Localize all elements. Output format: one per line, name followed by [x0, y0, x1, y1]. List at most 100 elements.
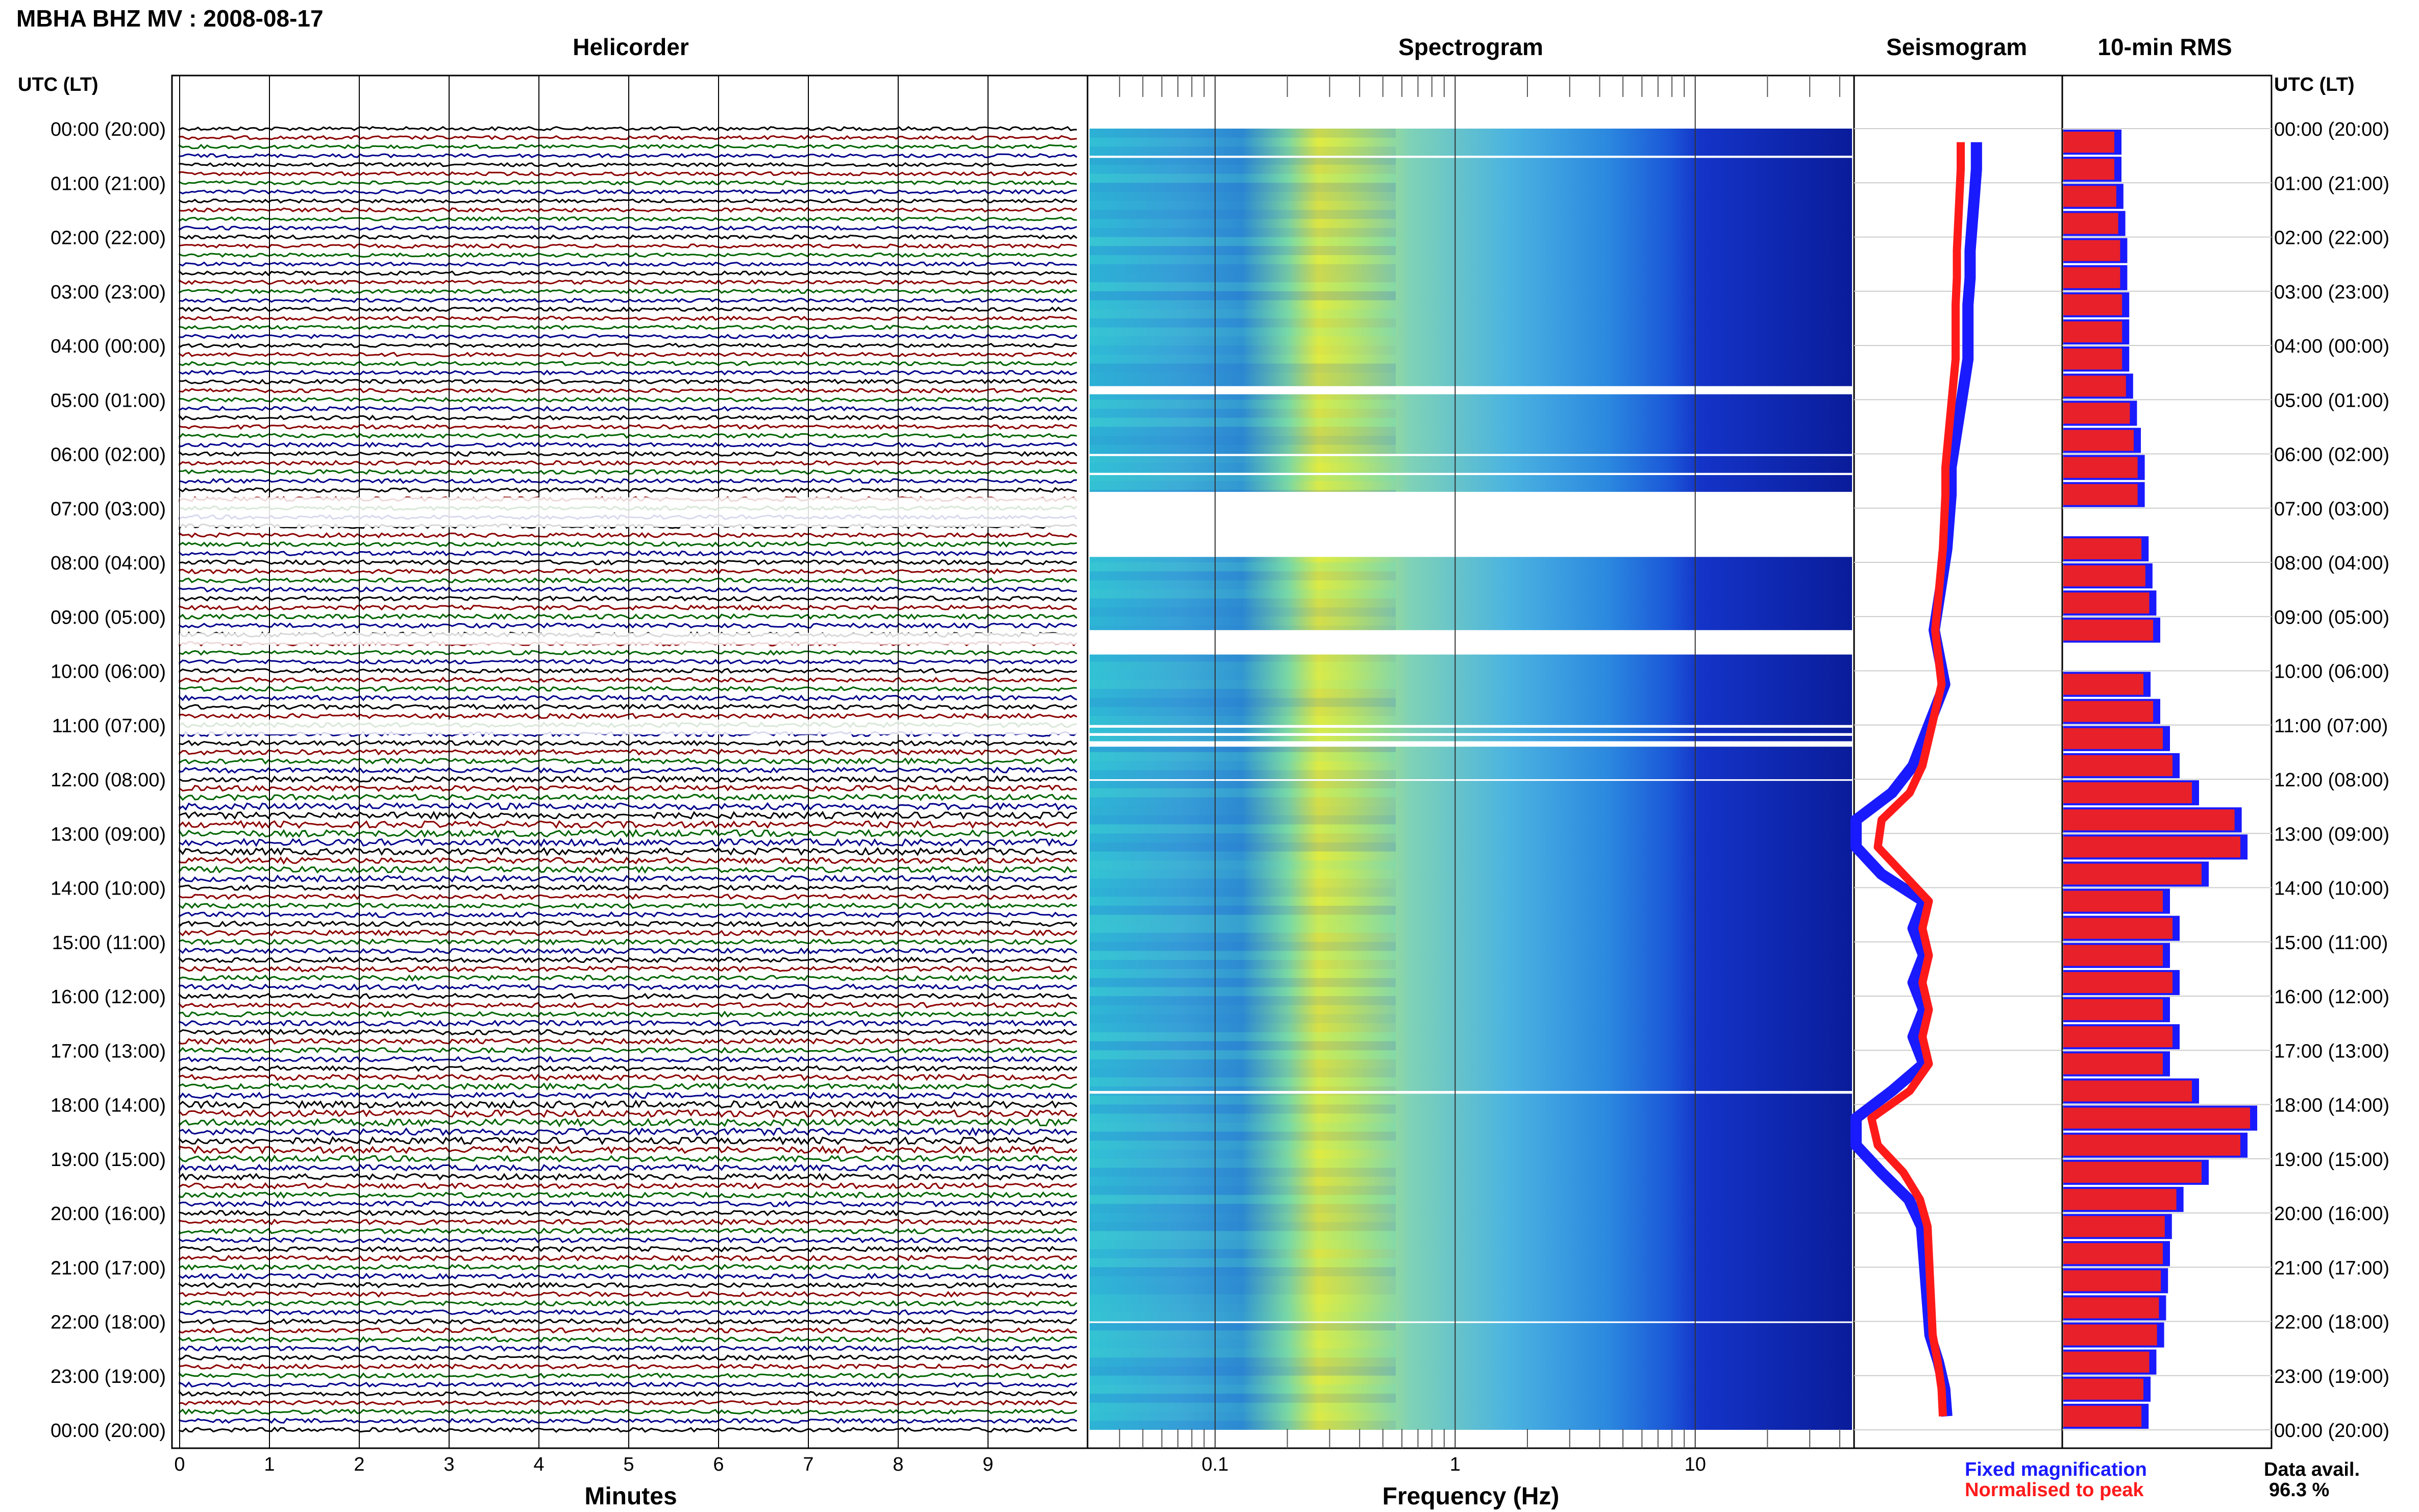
spectrogram-row [1090, 373, 1396, 382]
helicorder-trace [179, 369, 1077, 376]
rms-bar-normalised [2063, 159, 2114, 180]
helicorder-trace [179, 269, 1077, 276]
spectrogram-row [1090, 156, 1396, 165]
rms-bar-normalised [2063, 484, 2138, 505]
rms-bar-normalised [2063, 890, 2163, 912]
spectrogram-row [1090, 417, 1396, 427]
spectrogram-row [1090, 571, 1396, 581]
frequency-axis-label: Frequency (Hz) [1383, 1483, 1560, 1510]
helicorder-trace [179, 1254, 1077, 1262]
rms-bar-normalised [2063, 294, 2122, 315]
rms-bar-normalised [2063, 349, 2122, 370]
spectrogram-row [1090, 183, 1396, 192]
spectrogram-row [1090, 481, 1396, 490]
spectrogram-row [1090, 833, 1396, 842]
helicorder-trace [179, 1227, 1077, 1235]
time-label-left: 12:00 (08:00) [51, 770, 166, 791]
time-label-left: 17:00 (13:00) [51, 1040, 166, 1062]
legend-fixed-magnification: Fixed magnification [1965, 1459, 2147, 1480]
helicorder-trace [179, 1028, 1077, 1036]
helicorder-trace [179, 469, 1078, 475]
rms-bar-normalised [2063, 1243, 2163, 1265]
spectrogram-row [1090, 454, 1396, 463]
spectrogram-gap [1090, 156, 1852, 158]
helicorder-trace [179, 198, 1077, 204]
spectrogram-row [1090, 707, 1396, 716]
rms-bar-normalised [2063, 972, 2173, 993]
spectrogram-row [1090, 987, 1396, 996]
rms-panel [2061, 75, 2273, 1449]
helicorder-trace [179, 1354, 1077, 1361]
helicorder-trace [179, 622, 1077, 629]
rms-bar-normalised [2063, 213, 2118, 234]
spectrogram-row [1090, 1213, 1396, 1222]
helicorder-trace [179, 441, 1077, 449]
time-label-left: 13:00 (09:00) [51, 824, 166, 845]
helicorder-trace [179, 983, 1077, 991]
spectrogram-row [1090, 1041, 1396, 1051]
helicorder-trace [179, 658, 1077, 665]
rms-bar-normalised [2063, 836, 2240, 858]
helicorder-title: Helicorder [573, 34, 689, 60]
time-label-left: 20:00 (16:00) [51, 1203, 166, 1225]
spectrogram-row [1090, 1204, 1396, 1213]
time-label-right: 16:00 (12:00) [2274, 986, 2389, 1008]
minute-tick-label: 0 [174, 1454, 185, 1475]
spectrogram-row [1090, 788, 1396, 798]
time-label-right: 01:00 (21:00) [2274, 173, 2389, 194]
rms-bar-normalised [2063, 1324, 2157, 1346]
frequency-axis: 0.1 1 10 [1202, 1454, 1706, 1475]
spectrogram-row [1090, 129, 1396, 138]
helicorder-trace [179, 1173, 1077, 1181]
rms-bar-normalised [2063, 592, 2150, 614]
rms-bar-normalised [2063, 430, 2134, 451]
spectrogram-gap [1090, 473, 1852, 475]
spectrogram-row [1090, 1294, 1396, 1304]
spectrogram-row [1090, 598, 1396, 608]
helicorder-trace [179, 884, 1077, 891]
spectrogram-row [1090, 400, 1396, 409]
spectrogram-row [1090, 318, 1396, 328]
spectrogram-row [1090, 246, 1396, 255]
helicorder-trace [179, 306, 1077, 312]
spectrogram-row [1090, 237, 1396, 246]
rms-bar-normalised [2063, 1405, 2142, 1427]
spectrogram-gap [1090, 1321, 1852, 1323]
spectrogram-row [1090, 806, 1396, 815]
spectrogram-row [1090, 1367, 1396, 1376]
spectrogram-row [1090, 282, 1396, 291]
helicorder-trace [179, 1372, 1077, 1379]
rms-bar-normalised [2063, 674, 2143, 695]
rms-hour-gridlines [2062, 128, 2272, 1430]
helicorder-trace [179, 333, 1078, 339]
rms-bar-normalised [2063, 619, 2153, 641]
spectrogram-gap [1090, 779, 1852, 781]
spectrogram-row [1090, 878, 1396, 888]
rms-bar-normalised [2063, 1188, 2177, 1210]
helicorder-trace [179, 252, 1077, 258]
helicorder-trace [179, 433, 1077, 440]
helicorder-trace [179, 1073, 1077, 1081]
helicorder-trace [179, 595, 1078, 602]
spectrogram-row [1090, 1394, 1396, 1403]
time-label-right: 21:00 (17:00) [2274, 1257, 2389, 1279]
helicorder-trace [179, 532, 1077, 539]
helicorder-trace [179, 766, 1078, 774]
time-label-left: 07:00 (03:00) [51, 499, 166, 520]
spectrogram-row [1090, 345, 1396, 355]
helicorder-gap [180, 720, 1078, 735]
spectrogram-row [1090, 336, 1396, 345]
helicorder-trace [179, 1047, 1077, 1054]
time-label-right: 03:00 (23:00) [2274, 282, 2389, 303]
freq-tick-label: 0.1 [1202, 1454, 1229, 1475]
time-label-right: 19:00 (15:00) [2274, 1149, 2389, 1171]
spectrogram-row [1090, 1321, 1396, 1331]
helicorder-trace [179, 604, 1077, 611]
helicorder-trace [179, 243, 1077, 249]
helicorder-panel [171, 75, 1089, 1449]
spectrogram-row [1090, 779, 1396, 788]
helicorder-trace [179, 1418, 1077, 1424]
time-label-left: 02:00 (22:00) [51, 228, 166, 249]
spectrogram-row [1090, 354, 1396, 364]
spectrogram-panel [1087, 75, 1855, 1449]
